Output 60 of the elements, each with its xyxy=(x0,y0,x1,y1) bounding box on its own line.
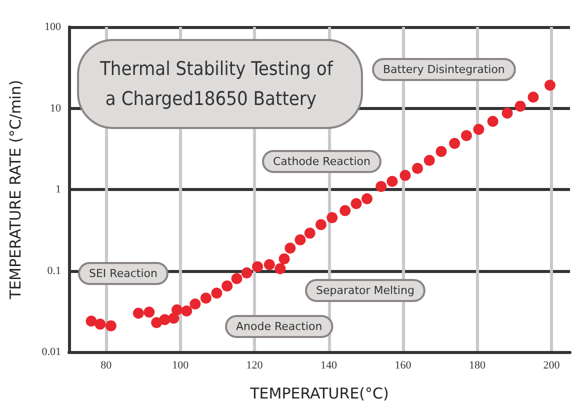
point xyxy=(252,261,264,272)
point xyxy=(200,292,212,304)
point xyxy=(190,298,201,310)
point xyxy=(181,305,192,316)
y-tick-label: 10 xyxy=(50,102,62,114)
point xyxy=(159,314,170,326)
point xyxy=(278,253,290,264)
point xyxy=(264,259,275,270)
point xyxy=(386,176,398,187)
x-tick-label: 180 xyxy=(468,360,486,372)
y-tick-label: 0.1 xyxy=(47,264,61,277)
point xyxy=(86,316,97,327)
annotation: Cathode Reaction xyxy=(273,155,370,168)
point xyxy=(544,80,556,91)
point xyxy=(412,162,423,174)
point xyxy=(460,130,472,142)
point xyxy=(274,263,286,274)
point xyxy=(132,308,144,319)
point xyxy=(222,280,233,292)
x-tick-label: 100 xyxy=(172,360,190,372)
point xyxy=(172,304,182,316)
point xyxy=(400,170,411,181)
x-tick-label: 120 xyxy=(246,360,264,372)
annotation: Separator Melting xyxy=(316,284,414,297)
x-axis-title: TEMPERATURE(°C) xyxy=(249,384,389,402)
point xyxy=(284,242,296,254)
y-tick-label: 0.01 xyxy=(42,346,61,358)
point xyxy=(315,219,326,230)
annotation: SEI Reaction xyxy=(89,267,158,280)
point xyxy=(241,267,252,278)
point xyxy=(514,100,526,112)
point xyxy=(473,124,484,135)
annotation: Battery Disintegration xyxy=(383,63,505,76)
point xyxy=(528,92,539,103)
point xyxy=(231,273,242,284)
point xyxy=(326,212,338,224)
point xyxy=(211,288,222,299)
point xyxy=(105,320,116,332)
x-tick-label: 140 xyxy=(320,360,338,372)
point xyxy=(487,116,498,127)
point xyxy=(340,205,351,216)
point xyxy=(304,228,316,239)
point xyxy=(376,180,387,192)
x-tick-label: 160 xyxy=(394,360,412,372)
y-tick-label: 1 xyxy=(56,184,61,196)
point xyxy=(436,146,447,157)
point xyxy=(502,108,513,119)
point xyxy=(424,154,435,166)
point xyxy=(362,193,372,204)
x-tick-label: 80 xyxy=(100,360,112,372)
point xyxy=(94,318,106,330)
y-tick-label: 100 xyxy=(44,21,62,33)
x-tick-label: 200 xyxy=(543,360,560,372)
y-axis-title: TEMPERATURE RATE (°C/min) xyxy=(6,80,24,300)
point xyxy=(350,198,362,210)
text: Thermal Stability Testing of a Charged18650 Battery xyxy=(99,58,334,110)
point xyxy=(144,306,155,318)
annotation: Anode Reaction xyxy=(236,320,322,333)
point xyxy=(294,234,306,246)
point xyxy=(449,138,460,149)
